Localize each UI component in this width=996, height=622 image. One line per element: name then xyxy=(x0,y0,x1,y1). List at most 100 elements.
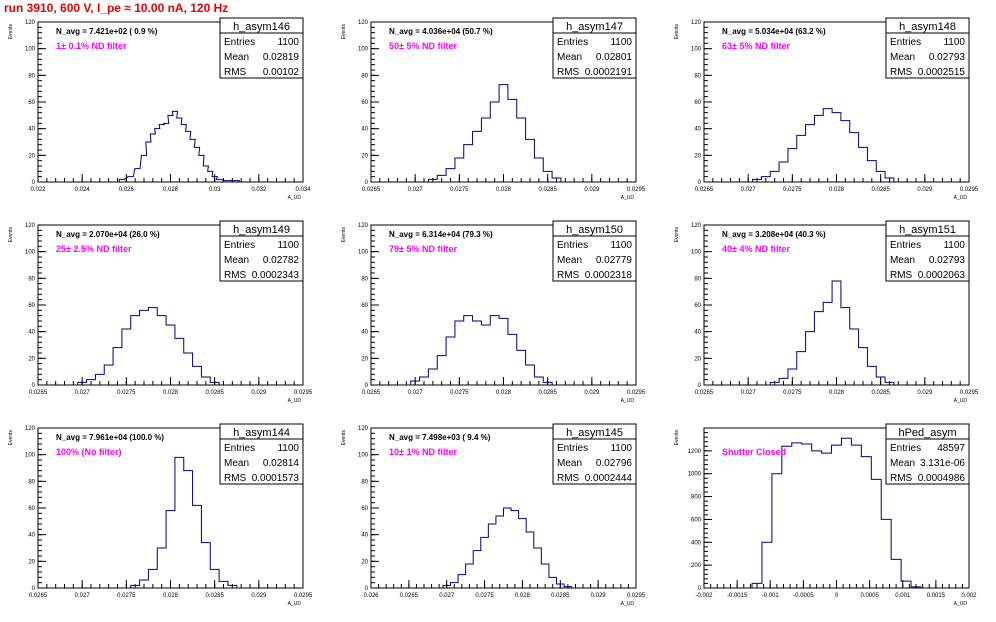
x-tick-label: 0.03 xyxy=(209,187,221,193)
y-axis-label: Events xyxy=(8,430,14,446)
y-tick-label: 400 xyxy=(691,540,702,546)
stat-mean-value: 0.02793 xyxy=(929,52,966,63)
stats-box: h_asym148 Entries 1100 Mean 0.02793 RMS 0.0002… xyxy=(885,17,970,79)
x-tick-label: 0.0265 xyxy=(695,390,714,396)
navg-label: N_avg = 4.036e+04 (50.7 %) xyxy=(389,27,493,36)
x-tick-label: 0.032 xyxy=(251,187,267,193)
y-tick-label: 120 xyxy=(25,223,36,229)
x-tick-label: 0.0295 xyxy=(294,390,313,396)
histogram-series xyxy=(77,307,220,385)
y-tick-label: 20 xyxy=(28,559,35,565)
x-tick-label: 0.0275 xyxy=(117,390,136,396)
stats-box: h_asym150 Entries 1100 Mean 0.02779 RMS 0.0002… xyxy=(552,220,637,282)
x-tick-label: 0.0285 xyxy=(205,390,224,396)
stats-box: h_asym147 Entries 1100 Mean 0.02801 RMS 0.0002… xyxy=(552,17,637,79)
x-tick-label: 0.0275 xyxy=(475,593,494,599)
stat-entries-label: Entries xyxy=(224,240,255,251)
histogram-panel-h_asym150: 0 20 40 60 80 100 120 0.0265 0.027 0.0275 0.028 0.0… xyxy=(341,220,646,404)
x-axis-label: A_UD xyxy=(621,195,635,201)
histogram-name: h_asym145 xyxy=(566,427,623,439)
y-tick-label: 40 xyxy=(694,127,701,133)
stat-entries-label: Entries xyxy=(890,37,921,48)
stat-mean-label: Mean xyxy=(557,255,582,266)
x-axis-label: A_UD xyxy=(288,398,302,404)
stat-entries-value: 1100 xyxy=(610,443,632,454)
y-tick-label: 120 xyxy=(358,20,369,26)
histogram-series xyxy=(410,315,553,385)
stat-rms-value: 0.0004986 xyxy=(918,473,966,484)
stat-mean-label: Mean xyxy=(890,458,915,469)
y-axis-label: Events xyxy=(8,24,14,40)
stat-entries-value: 1100 xyxy=(277,240,299,251)
stat-mean-value: 0.02796 xyxy=(596,458,633,469)
stat-entries-label: Entries xyxy=(557,240,588,251)
stat-mean-value: 0.02801 xyxy=(596,52,633,63)
y-tick-label: 60 xyxy=(694,100,701,106)
filter-label: 50± 5% ND filter xyxy=(389,41,457,51)
stat-rms-label: RMS xyxy=(890,473,913,484)
x-axis-label: A_UD xyxy=(288,601,302,607)
stat-rms-label: RMS xyxy=(224,473,247,484)
histogram-name: hPed_asym xyxy=(898,427,956,439)
stats-box: h_asym151 Entries 1100 Mean 0.02793 RMS 0.0002… xyxy=(885,220,970,282)
y-tick-label: 800 xyxy=(691,495,702,501)
stats-box-frame xyxy=(552,220,637,282)
x-tick-label: -0.002 xyxy=(695,593,713,599)
stats-box-frame xyxy=(885,17,970,79)
stats-box-frame xyxy=(885,220,970,282)
y-axis-label: Events xyxy=(674,24,680,40)
y-tick-label: 80 xyxy=(28,276,35,282)
x-tick-label: 0.0005 xyxy=(860,593,879,599)
y-tick-label: 120 xyxy=(25,20,36,26)
x-tick-label: 0.0295 xyxy=(627,390,646,396)
filter-label: 63± 5% ND filter xyxy=(722,41,790,51)
y-tick-label: 0 xyxy=(32,383,36,389)
histogram-name: h_asym144 xyxy=(233,427,290,439)
y-tick-label: 80 xyxy=(694,73,701,79)
y-tick-label: 80 xyxy=(694,276,701,282)
y-tick-label: 20 xyxy=(694,356,701,362)
x-tick-label: 0.0275 xyxy=(450,390,469,396)
x-tick-label: 0.022 xyxy=(30,187,46,193)
x-tick-label: 0.028 xyxy=(496,390,512,396)
y-axis-label: Events xyxy=(674,430,680,446)
histogram-series xyxy=(751,437,922,588)
y-tick-label: 0 xyxy=(365,383,369,389)
y-tick-label: 20 xyxy=(361,559,368,565)
x-tick-label: 0.026 xyxy=(363,593,379,599)
x-tick-label: 0.002 xyxy=(961,593,977,599)
y-tick-label: 1200 xyxy=(688,449,702,455)
x-tick-label: 0 xyxy=(835,593,839,599)
y-tick-label: 20 xyxy=(28,356,35,362)
y-tick-label: 100 xyxy=(25,453,36,459)
stat-mean-value: 0.02814 xyxy=(263,458,300,469)
histogram-panel-h_asym146: 0 20 40 60 80 100 120 0.022 0.024 0.026 0.028 0.03 0… xyxy=(8,17,311,201)
stat-mean-value: 0.02819 xyxy=(263,52,300,63)
stat-rms-label: RMS xyxy=(557,67,580,78)
stat-entries-value: 1100 xyxy=(277,37,299,48)
y-tick-label: 0 xyxy=(365,586,369,592)
x-tick-label: 0.0285 xyxy=(871,390,890,396)
stat-entries-value: 1100 xyxy=(277,443,299,454)
stat-mean-value: 0.02782 xyxy=(263,255,300,266)
x-tick-label: -0.0005 xyxy=(793,593,814,599)
y-tick-label: 20 xyxy=(361,153,368,159)
stat-entries-value: 1100 xyxy=(943,240,965,251)
histogram-series xyxy=(442,507,573,588)
x-tick-label: 0.027 xyxy=(75,390,91,396)
y-tick-label: 60 xyxy=(361,303,368,309)
histogram-series xyxy=(752,108,895,182)
x-tick-label: 0.0265 xyxy=(362,390,381,396)
stats-box: h_asym149 Entries 1100 Mean 0.02782 RMS 0.0002… xyxy=(219,220,304,282)
filter-label: 1± 0.1% ND filter xyxy=(56,41,127,51)
x-tick-label: 0.0275 xyxy=(450,187,469,193)
y-tick-label: 200 xyxy=(691,563,702,569)
navg-label: N_avg = 5.034e+04 (63.2 %) xyxy=(722,27,826,36)
page-title: run 3910, 600 V, I_pe ≈ 10.00 nA, 120 Hz xyxy=(4,1,229,15)
filter-label: 79± 5% ND filter xyxy=(389,244,457,254)
y-tick-label: 80 xyxy=(361,276,368,282)
x-axis-label: A_UD xyxy=(621,398,635,404)
stats-box: h_asym146 Entries 1100 Mean 0.02819 RMS 0.0010… xyxy=(219,17,304,79)
stat-mean-label: Mean xyxy=(224,255,249,266)
